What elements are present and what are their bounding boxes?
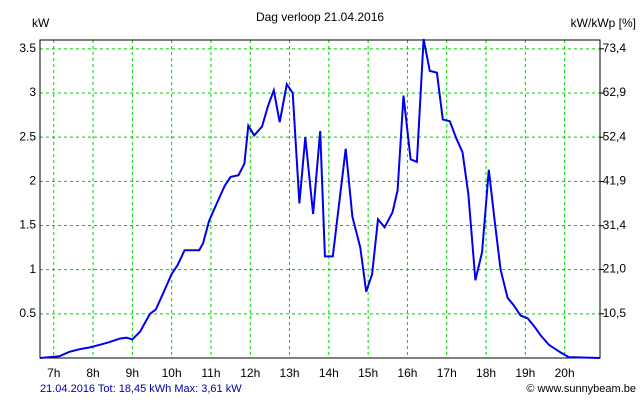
y-tick-label: 3.5 xyxy=(19,41,36,55)
y-tick-label: 2 xyxy=(29,174,36,188)
y2-tick-label: 10,5 xyxy=(603,306,627,320)
x-tick-label: 12h xyxy=(240,366,260,380)
x-tick-label: 10h xyxy=(162,366,182,380)
y-tick-label: 2.5 xyxy=(19,129,36,143)
y2-tick-label: 73,4 xyxy=(603,41,627,55)
x-tick-label: 9h xyxy=(126,366,139,380)
y2-tick-label: 52,4 xyxy=(603,129,627,143)
y-tick-label: 1 xyxy=(29,262,36,276)
plot-frame xyxy=(39,39,601,359)
chart-title: Dag verloop 21.04.2016 xyxy=(256,10,384,24)
x-tick-label: 19h xyxy=(515,366,535,380)
y2-tick-label: 62,9 xyxy=(603,85,627,99)
line-series xyxy=(39,38,601,359)
y-axis-label: kW xyxy=(32,16,50,30)
y2-tick-label: 21,0 xyxy=(603,262,627,276)
x-tick-label: 15h xyxy=(358,366,378,380)
y2-tick-label: 41,9 xyxy=(603,174,627,188)
x-tick-label: 11h xyxy=(201,366,220,380)
y-tick-label: 0.5 xyxy=(19,306,36,320)
x-tick-label: 20h xyxy=(555,366,575,380)
y2-tick-label: 31,4 xyxy=(603,218,627,232)
y-tick-label: 3 xyxy=(29,85,36,99)
x-tick-label: 7h xyxy=(47,366,60,380)
x-tick-label: 13h xyxy=(280,366,300,380)
x-tick-label: 18h xyxy=(476,366,496,380)
y2-axis-label: kW/kWp [%] xyxy=(571,16,636,30)
x-tick-label: 17h xyxy=(437,366,457,380)
x-tick-label: 14h xyxy=(319,366,339,380)
x-tick-label: 16h xyxy=(397,366,417,380)
y-tick-label: 1.5 xyxy=(19,218,36,232)
footer: 21.04.2016 Tot: 18,45 kWh Max: 3,61 kW xyxy=(40,383,242,395)
credit: © www.sunnybeam.be xyxy=(526,383,636,395)
x-tick-label: 8h xyxy=(86,366,99,380)
